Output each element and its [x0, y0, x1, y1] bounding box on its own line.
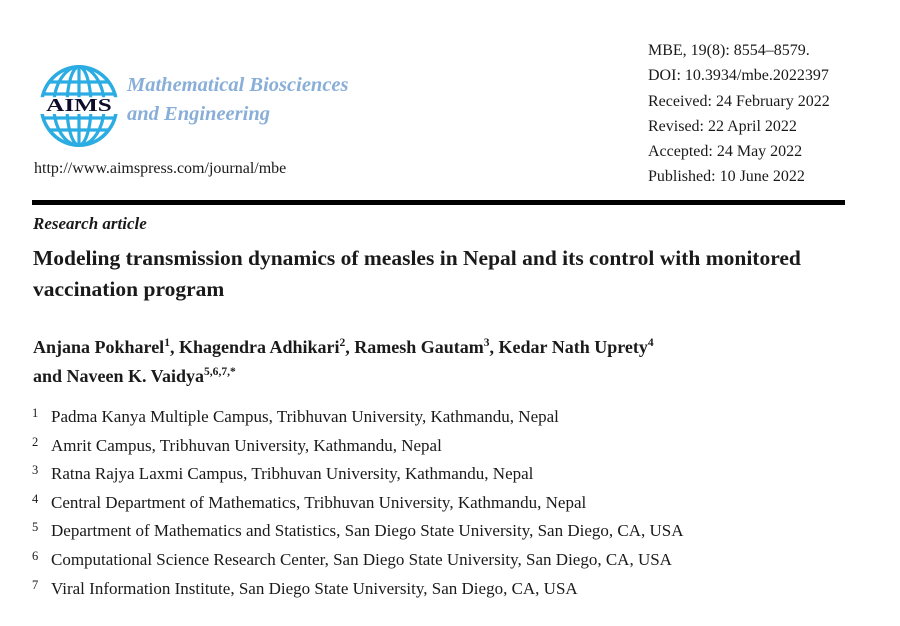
logo-banner [39, 97, 119, 114]
author-affiliation-sup: 2 [339, 337, 346, 349]
author-affiliation-sup: 1 [164, 337, 170, 349]
journal-name: Mathematical Biosciences and Engineering [127, 71, 349, 128]
affiliation-number: 5 [32, 520, 39, 535]
author-name: Anjana Pokharel [33, 337, 165, 357]
journal-name-line2: and Engineering [127, 102, 270, 125]
affiliation-row: 3 Ratna Rajya Laxmi Campus, Tribhuvan Un… [32, 463, 868, 484]
meta-doi: DOI: 10.3934/mbe.2022397 [648, 67, 829, 85]
affiliation-row: 7 Viral Information Institute, San Diego… [32, 578, 868, 599]
article-title: Modeling transmission dynamics of measle… [33, 246, 801, 301]
affiliation-text: Computational Science Research Center, S… [51, 549, 672, 569]
author-name: and Naveen K. Vaidya [33, 366, 205, 386]
affiliation-list: 1 Padma Kanya Multiple Campus, Tribhuvan… [32, 406, 868, 606]
affiliation-number: 3 [32, 463, 39, 478]
author-affiliation-sup: 4 [647, 337, 654, 349]
author-name: Khagendra Adhikari [178, 337, 340, 357]
affiliation-row: 2 Amrit Campus, Tribhuvan University, Ka… [32, 435, 868, 456]
author-name: Ramesh Gautam [354, 337, 484, 357]
affiliation-text: Padma Kanya Multiple Campus, Tribhuvan U… [51, 407, 559, 426]
article-type-label: Research article [33, 214, 147, 233]
header-divider [32, 200, 845, 205]
affiliation-row: 5 Department of Mathematics and Statisti… [32, 520, 868, 541]
affiliation-row: 4 Central Department of Mathematics, Tri… [32, 492, 868, 513]
meta-published: Published: 10 June 2022 [648, 168, 805, 186]
meta-accepted: Accepted: 24 May 2022 [648, 143, 803, 161]
affiliation-text: Ratna Rajya Laxmi Campus, Tribhuvan Univ… [51, 464, 534, 484]
affiliation-text: Central Department of Mathematics, Tribh… [51, 492, 587, 512]
journal-name-line1: Mathematical Biosciences [127, 74, 349, 96]
affiliation-row: 6 Computational Science Research Center,… [32, 549, 868, 570]
meta-received: Received: 24 February 2022 [648, 92, 830, 110]
affiliation-number: 7 [32, 577, 39, 592]
affiliation-number: 4 [32, 491, 39, 506]
author-line: Anjana Pokharel1, Khagendra Adhikari2, R… [33, 337, 654, 386]
affiliation-text: Amrit Campus, Tribhuvan University, Kath… [51, 435, 442, 455]
aims-globe-icon: AIMS [39, 65, 119, 147]
meta-revised: Revised: 22 April 2022 [648, 117, 797, 135]
affiliation-row: 1 Padma Kanya Multiple Campus, Tribhuvan… [32, 406, 868, 427]
author-affiliation-sup: 3 [483, 337, 490, 349]
affiliation-text: Department of Mathematics and Statistics… [51, 521, 684, 541]
affiliation-text: Viral Information Institute, San Diego S… [51, 578, 578, 598]
logo-wordmark: AIMS [46, 95, 112, 115]
affiliation-number: 6 [32, 548, 39, 563]
author-name: Kedar Nath Uprety [498, 337, 648, 357]
article-meta: MBE, 19(8): 8554–8579. DOI: 10.3934/mbe.… [648, 38, 830, 190]
author-affiliation-sup: 5,6,7,* [204, 366, 236, 378]
journal-url-link[interactable]: http://www.aimspress.com/journal/mbe [34, 160, 287, 177]
meta-citation: MBE, 19(8): 8554–8579. [648, 42, 810, 59]
affiliation-number: 2 [32, 434, 39, 449]
affiliation-number: 1 [32, 406, 39, 420]
